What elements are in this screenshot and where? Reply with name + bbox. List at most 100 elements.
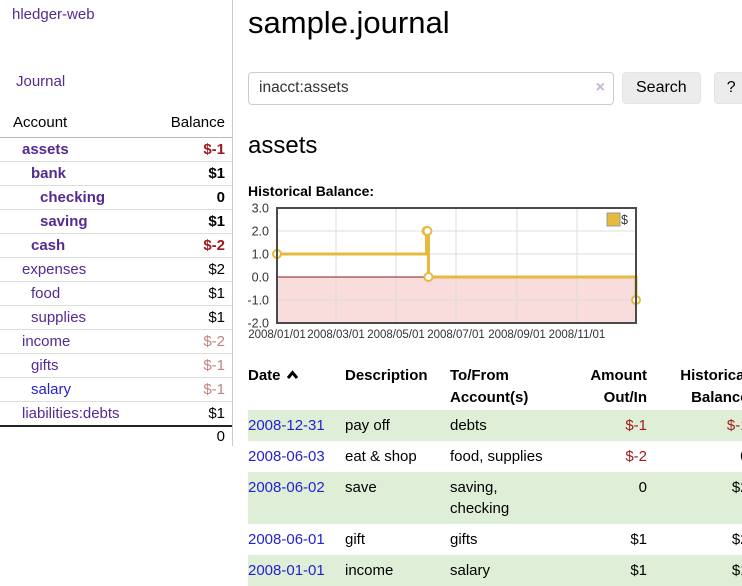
account-link[interactable]: income bbox=[22, 333, 71, 350]
account-balance: $1 bbox=[143, 209, 232, 234]
register-description: eat & shop bbox=[345, 448, 417, 466]
register-amount: $-1 bbox=[625, 417, 647, 435]
account-row: assets $-1 bbox=[0, 137, 232, 162]
account-row: food $1 bbox=[0, 281, 232, 306]
register-amount: $1 bbox=[630, 562, 647, 580]
account-link[interactable]: gifts bbox=[31, 357, 59, 374]
account-row: salary $-1 bbox=[0, 377, 232, 402]
svg-text:2008/11/01: 2008/11/01 bbox=[549, 329, 606, 341]
register-date-link[interactable]: 2008-06-01 bbox=[248, 531, 325, 549]
accounts-header-account: Account bbox=[0, 110, 144, 138]
account-row: saving $1 bbox=[0, 209, 232, 234]
svg-text:-1.0: -1.0 bbox=[247, 293, 269, 307]
svg-text:2008/09/01: 2008/09/01 bbox=[488, 329, 546, 341]
account-row: cash $-2 bbox=[0, 233, 232, 258]
account-balance: $1 bbox=[143, 281, 232, 306]
sidebar-item-journal[interactable]: Journal bbox=[16, 73, 66, 90]
page-title: sample.journal bbox=[248, 5, 450, 40]
account-row: bank $1 bbox=[0, 161, 232, 186]
account-link[interactable]: salary bbox=[31, 381, 72, 398]
account-link[interactable]: checking bbox=[40, 189, 106, 206]
account-link[interactable]: expenses bbox=[22, 261, 87, 278]
main-content: sample.journal × Search ? assets Histori… bbox=[233, 0, 742, 586]
account-link[interactable]: cash bbox=[31, 237, 66, 254]
account-row: supplies $1 bbox=[0, 305, 232, 330]
accounts-header-balance: Balance bbox=[143, 110, 232, 138]
register-amount: $-2 bbox=[625, 448, 647, 466]
register-row: 2008-01-01 income salary $1 $1 bbox=[248, 555, 742, 586]
register-description: save bbox=[345, 479, 377, 497]
register-date-link[interactable]: 2008-12-31 bbox=[248, 417, 325, 435]
sort-ascending-icon bbox=[286, 370, 298, 379]
svg-text:3.0: 3.0 bbox=[252, 203, 269, 216]
account-link[interactable]: assets bbox=[22, 141, 69, 158]
register-accounts: food, supplies bbox=[450, 448, 543, 466]
account-link[interactable]: bank bbox=[31, 165, 67, 182]
search-button[interactable]: Search bbox=[622, 72, 701, 105]
svg-text:1.0: 1.0 bbox=[252, 247, 269, 261]
register-balance: $2 bbox=[731, 479, 742, 497]
svg-text:0.0: 0.0 bbox=[252, 270, 269, 284]
register-balance: $1 bbox=[731, 562, 742, 580]
svg-text:-2.0: -2.0 bbox=[247, 316, 269, 330]
svg-text:2008/01/01: 2008/01/01 bbox=[248, 329, 306, 341]
register-accounts: salary bbox=[450, 562, 491, 580]
register-balance: $-1 bbox=[726, 417, 742, 435]
account-balance: 0 bbox=[143, 185, 232, 210]
account-balance: $2 bbox=[143, 257, 232, 282]
account-row: checking 0 bbox=[0, 185, 232, 210]
historical-balance-chart: 3.0 2.0 1.0 0.0 -1.0 -2.0 2008/01/01 2008/03/01… bbox=[242, 201, 742, 349]
register-accounts: saving, checking bbox=[450, 479, 510, 518]
accounts-total-value: 0 bbox=[143, 425, 232, 446]
register-balance: $2 bbox=[731, 531, 742, 549]
account-balance: $-2 bbox=[143, 233, 232, 258]
register-table: Date Description To/From Account(s) Amou… bbox=[248, 363, 742, 586]
account-balance: $-2 bbox=[143, 329, 232, 354]
register-amount: $1 bbox=[630, 531, 647, 549]
register-date-link[interactable]: 2008-06-03 bbox=[248, 448, 325, 466]
svg-text:2.0: 2.0 bbox=[252, 224, 269, 238]
accounts-table: Account Balance assets $-1 bank $1 checking 0… bbox=[0, 110, 232, 446]
account-link[interactable]: saving bbox=[40, 213, 88, 230]
register-header-row: Date Description To/From Account(s) Amou… bbox=[248, 363, 742, 411]
register-header-accounts: To/From Account(s) bbox=[450, 366, 529, 406]
account-balance: $1 bbox=[143, 401, 232, 426]
account-balance: $-1 bbox=[143, 353, 232, 378]
search-clear-icon[interactable]: × bbox=[595, 78, 605, 96]
register-accounts: gifts bbox=[450, 531, 478, 549]
svg-text:2008/03/01: 2008/03/01 bbox=[307, 329, 365, 341]
register-header-description: Description bbox=[345, 366, 428, 384]
register-row: 2008-12-31 pay off debts $-1 $-1 bbox=[248, 410, 742, 442]
register-header-balance: Historical Balance bbox=[680, 366, 742, 406]
register-header-amount: Amount Out/In bbox=[590, 366, 647, 406]
account-heading: assets bbox=[248, 131, 318, 159]
accounts-table-body: assets $-1 bank $1 checking 0 saving $1 cash $-2 e… bbox=[0, 137, 232, 426]
register-row: 2008-06-03 eat & shop food, supplies $-20 bbox=[248, 441, 742, 472]
account-link[interactable]: food bbox=[31, 285, 61, 302]
register-description: income bbox=[345, 562, 394, 580]
register-date-link[interactable]: 2008-01-01 bbox=[248, 562, 325, 580]
account-link[interactable]: liabilities:debts bbox=[22, 405, 120, 422]
register-sort-date[interactable]: Date bbox=[248, 367, 299, 384]
register-date-link[interactable]: 2008-06-02 bbox=[248, 479, 325, 497]
svg-text:$: $ bbox=[621, 213, 628, 227]
account-link[interactable]: supplies bbox=[31, 309, 87, 326]
register-balance: 0 bbox=[647, 441, 742, 472]
chart-title-label: Historical Balance: bbox=[248, 182, 375, 199]
account-balance: $-1 bbox=[143, 377, 232, 402]
account-row: gifts $-1 bbox=[0, 353, 232, 378]
brand-link[interactable]: hledger-web bbox=[12, 6, 95, 23]
sidebar: hledger-web Journal Account Balance asse… bbox=[0, 0, 233, 446]
search-input[interactable] bbox=[248, 71, 614, 105]
account-balance: $-1 bbox=[143, 137, 232, 162]
search-form: × Search ? bbox=[248, 71, 742, 105]
account-row: income $-2 bbox=[0, 329, 232, 354]
accounts-total-row: 0 bbox=[0, 425, 232, 446]
register-description: gift bbox=[345, 531, 366, 549]
account-row: expenses $2 bbox=[0, 257, 232, 282]
svg-text:2008/07/01: 2008/07/01 bbox=[427, 329, 485, 341]
register-amount: 0 bbox=[638, 479, 647, 497]
help-button[interactable]: ? bbox=[713, 72, 742, 105]
register-row: 2008-06-01 gift gifts $1 $2 bbox=[248, 524, 742, 555]
